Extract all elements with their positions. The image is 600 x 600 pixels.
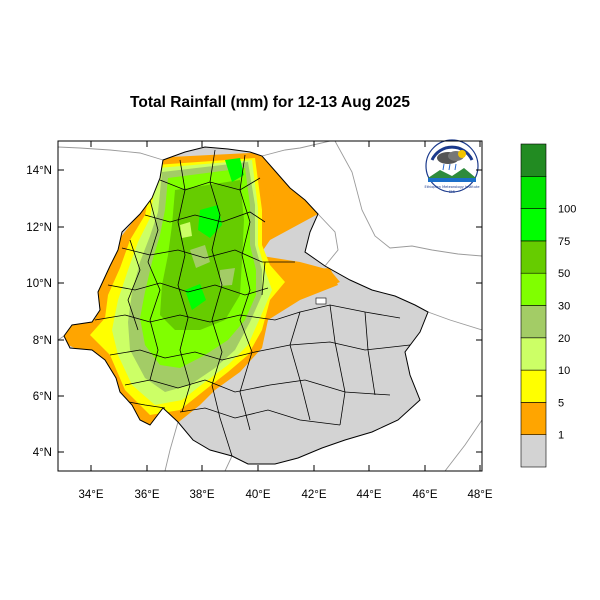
- color-bar-swatch: [520, 272, 547, 306]
- axis-ticks: [58, 141, 482, 471]
- color-bar-label: 75: [558, 236, 570, 248]
- color-bar-label: 1: [558, 430, 564, 442]
- color-bar-swatch: [520, 434, 547, 468]
- lon-tick-label: 48°E: [467, 489, 492, 501]
- color-bar-swatch: [520, 369, 547, 403]
- lon-tick-label: 38°E: [189, 489, 214, 501]
- color-bar: 1 5 10 20 30 50 75 100: [520, 143, 576, 468]
- plot-frame: [57, 140, 483, 472]
- lon-tick-label: 46°E: [412, 489, 437, 501]
- dire-dawa-enclave: [315, 297, 327, 305]
- logo-text-bottom: Ethiopian Meteorology Institute: [425, 185, 480, 189]
- neighbour-borders: [58, 141, 482, 471]
- lat-tick-label: 8°N: [33, 335, 52, 347]
- color-bar-swatch: [520, 240, 547, 274]
- lon-tick-label: 44°E: [356, 489, 381, 501]
- color-bar-label: 50: [558, 268, 570, 280]
- axis-labels: 14°N 12°N 10°N 8°N 6°N 4°N 34°E 36°E 38°E 40°E 42°…: [26, 165, 493, 501]
- admin-borders: [94, 149, 411, 457]
- color-bar-label: 20: [558, 333, 570, 345]
- lon-tick-label: 42°E: [301, 489, 326, 501]
- color-bar-swatch: [520, 176, 547, 209]
- color-bar-swatch: [520, 305, 547, 339]
- lon-tick-label: 34°E: [78, 489, 103, 501]
- color-bar-label: 100: [558, 204, 576, 216]
- lat-tick-label: 10°N: [26, 278, 52, 290]
- lon-tick-label: 40°E: [245, 489, 270, 501]
- color-bar-swatch: [520, 402, 547, 435]
- color-bar-label: 5: [558, 397, 564, 409]
- color-bar-label: 30: [558, 301, 570, 313]
- color-bar-label: 10: [558, 365, 570, 377]
- color-bar-swatch: [520, 143, 547, 177]
- map-title: Total Rainfall (mm) for 12-13 Aug 2025: [130, 94, 410, 111]
- color-bar-swatch: [520, 337, 547, 371]
- lon-tick-label: 36°E: [134, 489, 159, 501]
- lat-tick-label: 12°N: [26, 222, 52, 234]
- color-bar-swatch: [520, 208, 547, 242]
- lat-tick-label: 4°N: [33, 447, 52, 459]
- lat-tick-label: 6°N: [33, 391, 52, 403]
- lat-tick-label: 14°N: [26, 165, 52, 177]
- ethiopian-meteorology-institute-logo: Ethiopian Meteorology Institute EMI: [425, 139, 480, 194]
- logo-text-short: EMI: [449, 190, 455, 194]
